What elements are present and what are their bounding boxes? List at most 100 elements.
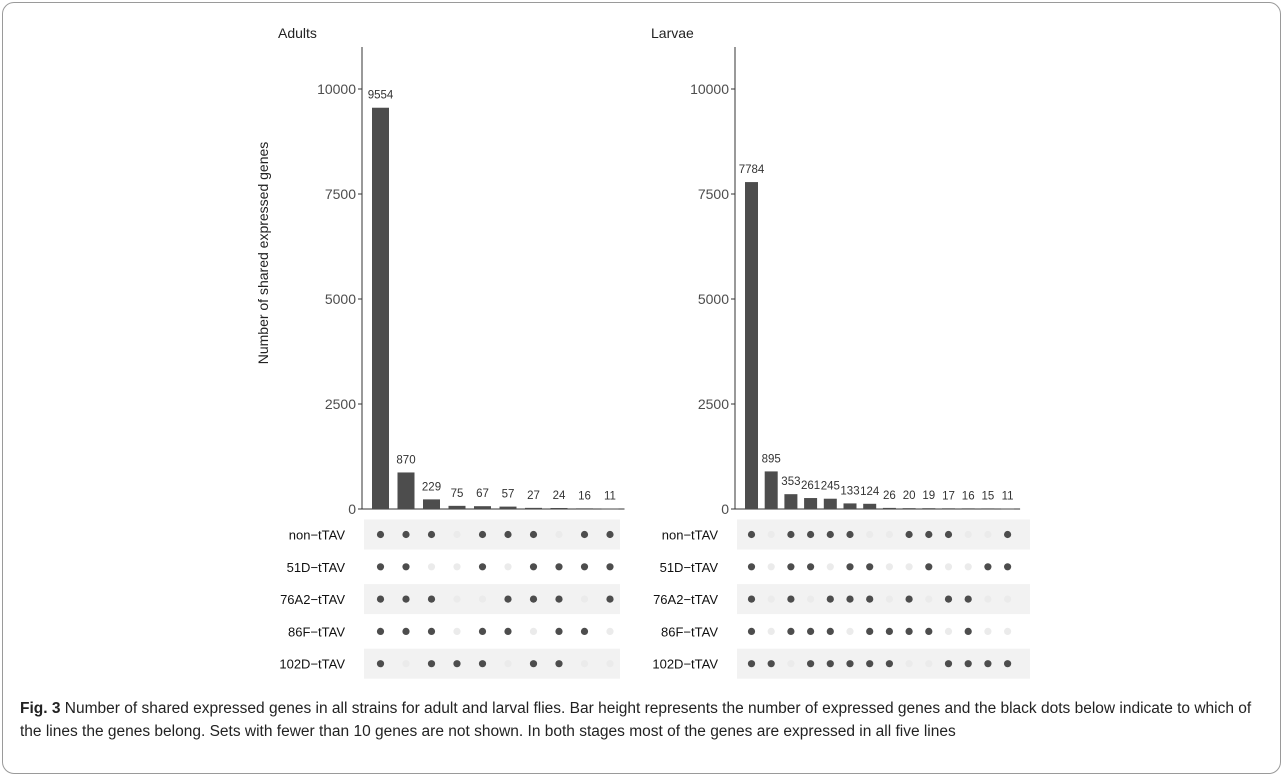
- matrix-dot-filled: [478, 627, 487, 636]
- matrix-dot-filled: [427, 595, 436, 603]
- bar-value-label: 15: [982, 490, 995, 502]
- matrix-dot-empty: [580, 595, 589, 603]
- bar: [863, 503, 877, 509]
- y-tick-label: 5000: [325, 291, 356, 307]
- matrix-dot-filled: [787, 530, 795, 539]
- matrix-dot-filled: [606, 595, 614, 603]
- matrix-dot-filled: [555, 595, 563, 603]
- matrix-dot-empty: [905, 563, 913, 571]
- bar-value-label: 19: [922, 490, 935, 502]
- set-label: 76A2−tTAV: [653, 592, 718, 607]
- matrix-dot-filled: [964, 627, 972, 636]
- bar: [550, 507, 568, 509]
- matrix-dot-empty: [846, 627, 854, 636]
- matrix-dot-empty: [453, 530, 461, 539]
- matrix-dot-empty: [606, 627, 614, 636]
- set-label: 51D−tTAV: [287, 560, 346, 575]
- chart-title: Adults: [278, 25, 317, 41]
- matrix-dot-filled: [376, 595, 385, 603]
- bar-value-label: 124: [860, 486, 880, 498]
- matrix-dot-filled: [807, 627, 815, 636]
- matrix-dot-filled: [376, 660, 385, 668]
- matrix-dot-empty: [925, 660, 933, 668]
- matrix-dot-filled: [807, 660, 815, 668]
- matrix-dot-filled: [555, 563, 563, 571]
- matrix-row-stripe: [737, 519, 1030, 550]
- matrix-dot-empty: [944, 563, 953, 571]
- matrix-dot-filled: [747, 627, 756, 636]
- bar-value-label: 353: [781, 476, 800, 488]
- matrix-dot-empty: [453, 627, 461, 636]
- y-tick-label: 0: [721, 501, 729, 517]
- matrix-dot-filled: [376, 563, 385, 571]
- y-tick-label: 0: [348, 501, 356, 517]
- matrix-dot-filled: [504, 627, 512, 636]
- bar: [942, 508, 955, 510]
- y-tick-label: 7500: [698, 186, 729, 202]
- matrix-dot-filled: [787, 595, 795, 603]
- bar: [981, 508, 995, 510]
- bar: [576, 508, 593, 510]
- bar-value-label: 245: [821, 481, 840, 493]
- y-tick-label: 10000: [317, 81, 356, 97]
- matrix-dot-filled: [925, 627, 933, 636]
- matrix-dot-filled: [504, 530, 512, 539]
- bar: [448, 505, 466, 509]
- matrix-dot-filled: [866, 563, 874, 571]
- matrix-dot-filled: [376, 627, 385, 636]
- matrix-dot-filled: [905, 595, 913, 603]
- set-label: non−tTAV: [662, 528, 719, 543]
- bar-value-label: 133: [840, 485, 859, 497]
- matrix-dot-filled: [747, 595, 756, 603]
- bar: [823, 498, 837, 509]
- matrix-dot-filled: [905, 627, 913, 636]
- caption-text: Number of shared expressed genes in all …: [20, 700, 1252, 740]
- bar: [902, 508, 916, 509]
- matrix-dot-filled: [964, 595, 972, 603]
- matrix-dot-filled: [984, 563, 992, 571]
- chart-title: Larvae: [651, 25, 694, 41]
- bar: [397, 472, 415, 509]
- y-axis-label: Number of shared expressed genes: [255, 142, 271, 365]
- matrix-dot-filled: [529, 595, 538, 603]
- set-label: 102D−tTAV: [279, 657, 345, 672]
- matrix-dot-filled: [529, 530, 538, 539]
- bar: [1001, 508, 1015, 510]
- matrix-dot-filled: [478, 660, 487, 668]
- matrix-dot-empty: [427, 563, 436, 571]
- matrix-dot-empty: [504, 563, 512, 571]
- matrix-dot-filled: [606, 563, 614, 571]
- matrix-dot-filled: [846, 660, 854, 668]
- matrix-row-stripe: [737, 584, 1030, 615]
- bar: [745, 182, 758, 509]
- matrix-dot-filled: [580, 563, 589, 571]
- matrix-dot-filled: [529, 660, 538, 668]
- bar: [882, 507, 896, 509]
- matrix-dot-filled: [747, 660, 756, 668]
- matrix-dot-filled: [427, 530, 436, 539]
- matrix-dot-filled: [427, 627, 436, 636]
- chart-adults: Adults 0 2500 5000 7500 10000 Number of shared…: [255, 25, 625, 679]
- y-tick-label: 5000: [698, 291, 729, 307]
- bar: [474, 506, 491, 509]
- upset-plots: Adults 0 2500 5000 7500 10000 Number of shared…: [255, 25, 1030, 679]
- bar-value-label: 57: [502, 489, 515, 501]
- bar-value-label: 895: [762, 453, 781, 465]
- matrix-dot-filled: [580, 627, 589, 636]
- matrix-dot-empty: [504, 660, 512, 668]
- y-tick-label: 2500: [325, 396, 356, 412]
- matrix-dot-filled: [846, 530, 854, 539]
- matrix-dot-filled: [1004, 660, 1012, 668]
- matrix-dot-filled: [402, 563, 410, 571]
- set-label: 102D−tTAV: [652, 657, 718, 672]
- matrix-dot-filled: [478, 530, 487, 539]
- matrix-dot-filled: [866, 660, 874, 668]
- matrix-dot-empty: [925, 595, 933, 603]
- matrix-dot-filled: [905, 530, 913, 539]
- bar: [423, 499, 440, 509]
- matrix-dot-filled: [555, 627, 563, 636]
- matrix-dot-filled: [787, 627, 795, 636]
- bar-value-label: 11: [1002, 491, 1014, 503]
- bar: [525, 507, 542, 509]
